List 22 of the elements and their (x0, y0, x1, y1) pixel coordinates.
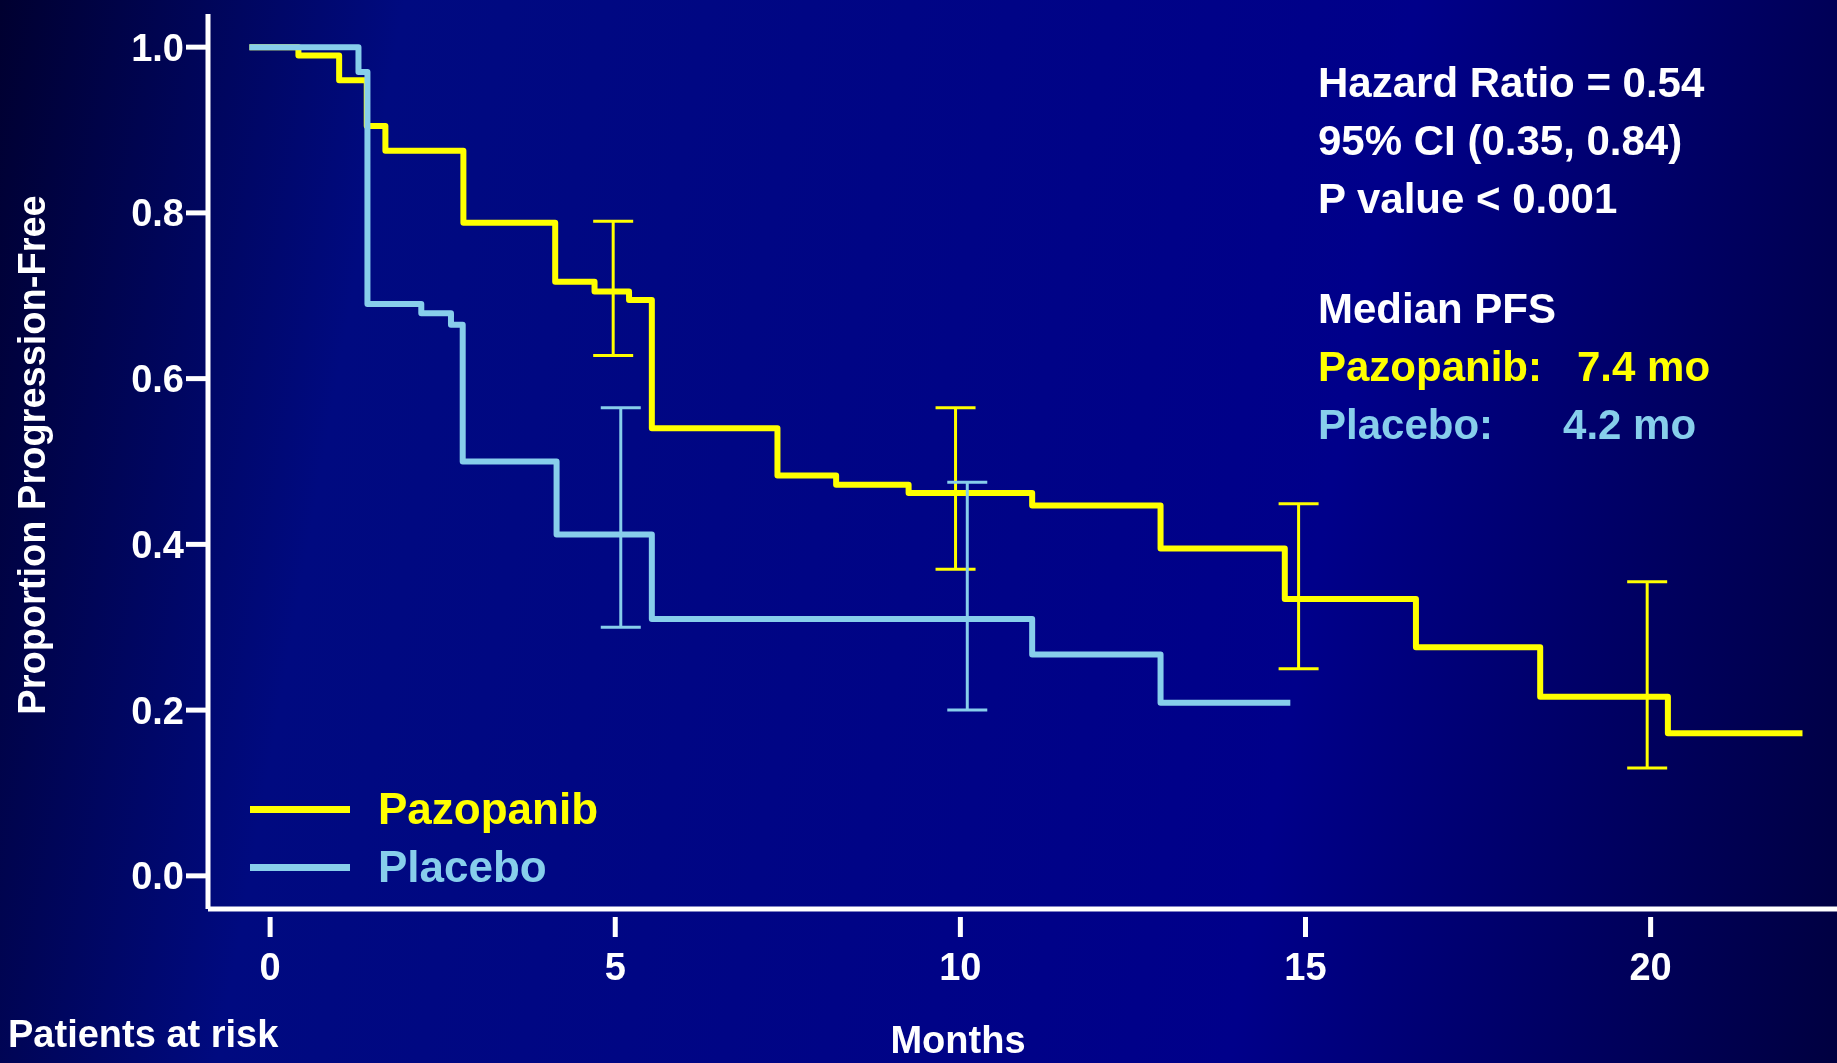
y-tick-label: 1.0 (131, 26, 184, 69)
x-tick-label: 10 (939, 945, 982, 988)
x-tick-label: 15 (1284, 945, 1327, 988)
y-tick-label: 0.2 (131, 689, 184, 732)
y-axis-title: Proportion Progression-Free (10, 194, 54, 717)
annotation: Placebo: 4.2 mo (1318, 400, 1698, 450)
x-tick-label: 20 (1629, 945, 1672, 988)
annotation: Pazopanib: 7.4 mo (1318, 342, 1711, 392)
legend-label: Placebo (378, 842, 547, 892)
annotation: Hazard Ratio = 0.54 (1318, 58, 1706, 108)
x-axis-title: Months (890, 1019, 1026, 1061)
x-tick-label: 0 (259, 945, 281, 988)
legend-label: Pazopanib (378, 784, 599, 834)
x-tick-label: 5 (604, 945, 626, 988)
text: Patients at risk (8, 1012, 279, 1056)
annotation: P value < 0.001 (1318, 174, 1619, 224)
y-tick-label: 0.8 (131, 192, 184, 235)
y-tick-label: 0.6 (131, 358, 184, 401)
y-tick-label: 0.0 (131, 855, 184, 898)
annotation: Median PFS (1318, 284, 1558, 334)
annotation: 95% CI (0.35, 0.84) (1318, 116, 1684, 166)
y-tick-label: 0.4 (131, 523, 184, 566)
